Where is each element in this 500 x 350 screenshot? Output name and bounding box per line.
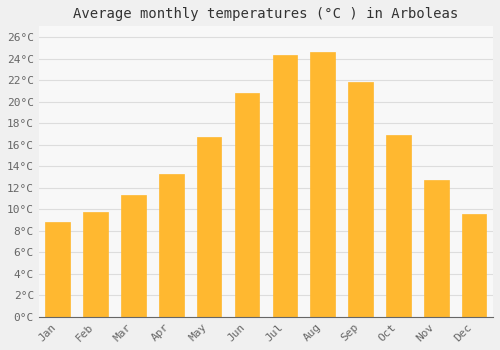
Bar <box>386 135 410 317</box>
Bar <box>159 174 184 317</box>
Bar <box>424 180 448 317</box>
Bar <box>46 222 70 317</box>
Bar <box>310 52 335 317</box>
Bar <box>462 214 486 317</box>
Bar <box>197 137 222 317</box>
Bar <box>121 195 146 317</box>
Title: Average monthly temperatures (°C ) in Arboleas: Average monthly temperatures (°C ) in Ar… <box>74 7 458 21</box>
Bar <box>348 82 373 317</box>
Bar <box>84 212 108 317</box>
Bar <box>234 93 260 317</box>
Bar <box>272 55 297 317</box>
